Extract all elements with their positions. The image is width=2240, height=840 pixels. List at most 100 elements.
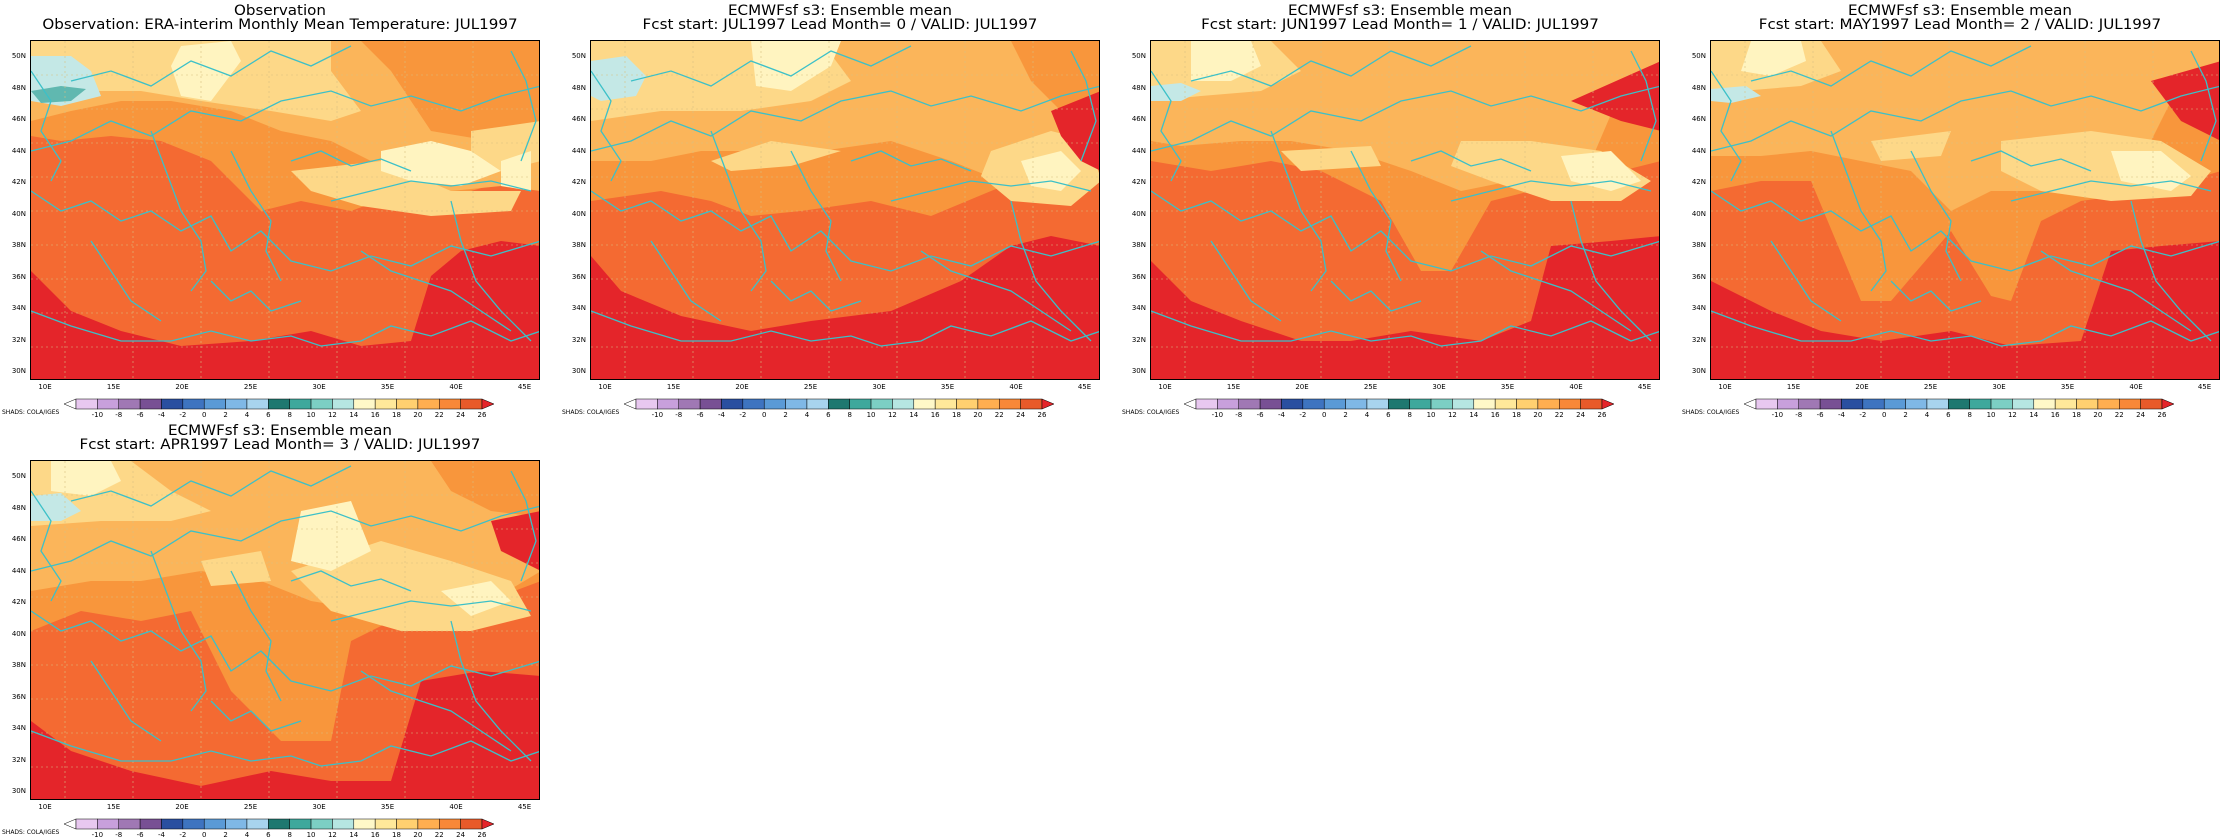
lat-label: 48N <box>1691 83 1706 92</box>
colorbar-label: 4 <box>804 411 810 419</box>
colorbar-swatch <box>439 818 461 830</box>
lat-label: 48N <box>11 83 26 92</box>
colorbar-swatch <box>1537 398 1560 410</box>
colorbar-label: 18 <box>1512 411 1521 419</box>
lat-label: 40N <box>571 209 586 218</box>
coastline <box>1070 50 1097 162</box>
colorbar-swatch <box>75 398 98 410</box>
colorbar-label: -6 <box>136 831 144 839</box>
colorbar-swatch <box>396 818 419 830</box>
colorbar-swatch <box>849 398 872 410</box>
colorbar-swatch <box>2076 398 2099 410</box>
colorbar-swatch <box>1744 398 1757 410</box>
shades-credit: SHADS: COLA/IGES <box>1122 409 1180 416</box>
colorbar-swatch <box>139 398 162 410</box>
lat-label: 38N <box>1131 241 1146 249</box>
colorbar-label: -4 <box>1277 411 1285 419</box>
colorbar-label: 24 <box>1576 411 1586 419</box>
colorbar-label: 8 <box>847 411 852 419</box>
coastline <box>1410 150 1532 172</box>
coastline <box>1711 70 1742 182</box>
lat-label: 30N <box>1131 367 1146 375</box>
coastline <box>31 490 62 602</box>
colorbar-swatch <box>1862 398 1885 410</box>
colorbar-swatch <box>1926 398 1949 410</box>
temperature-contour <box>1571 61 1659 131</box>
lat-label: 46N <box>11 115 26 123</box>
coastline <box>650 240 722 322</box>
panel-subtitle: Fcst start: APR1997 Lead Month= 3 / VALI… <box>79 437 481 453</box>
lat-label: 40N <box>11 629 26 638</box>
coastline <box>770 280 862 312</box>
lat-label: 50N <box>1691 52 1706 60</box>
colorbar-label: 22 <box>434 831 444 839</box>
temperature-map <box>590 40 1100 380</box>
map-panel: Observation Observation: ERA-interim Mont… <box>0 0 560 420</box>
colorbar-swatch <box>1580 398 1603 410</box>
lat-label: 36N <box>571 272 586 281</box>
colorbar-swatch <box>97 398 119 410</box>
colorbar-label: 4 <box>1364 411 1370 419</box>
colorbar-label: -10 <box>1771 411 1784 419</box>
lat-label: 50N <box>11 472 26 480</box>
colorbar-swatch <box>1195 398 1218 410</box>
colorbar-label: 24 <box>456 831 466 839</box>
colorbar-label: 12 <box>327 411 337 419</box>
colorbar-swatch <box>956 398 979 410</box>
lon-label: 45E <box>517 803 532 811</box>
colorbar-label: 20 <box>2093 411 2103 419</box>
lon-label: 15E <box>106 803 121 811</box>
coastline <box>210 700 302 732</box>
lon-label: 45E <box>2197 383 2212 391</box>
colorbar-label: -6 <box>1256 411 1264 419</box>
colorbar-swatch <box>97 818 119 830</box>
lat-label: 50N <box>571 52 586 60</box>
colorbar-label: 16 <box>370 831 380 839</box>
lat-label: 30N <box>11 787 26 795</box>
temperature-contour <box>171 41 531 191</box>
coastline <box>510 470 537 582</box>
lon-label: 20E <box>175 383 189 391</box>
lat-label: 36N <box>11 692 26 701</box>
colorbar-swatch <box>2161 398 2174 410</box>
colorbar-swatch <box>934 398 957 410</box>
lat-label: 36N <box>1131 272 1146 281</box>
colorbar-label: 20 <box>413 411 423 419</box>
coastline <box>591 70 622 182</box>
colorbar-label: -8 <box>115 831 123 839</box>
colorbar-label: 24 <box>2136 411 2146 419</box>
lat-label: 30N <box>571 367 586 375</box>
colorbar-swatch <box>1990 398 2013 410</box>
colorbar-swatch <box>892 398 915 410</box>
coastline <box>1151 310 1659 347</box>
colorbar-swatch <box>417 818 440 830</box>
shades-credit: SHADS: COLA/IGES <box>562 409 620 416</box>
lon-label: 15E <box>666 383 681 391</box>
temperature-contour <box>1151 41 1651 201</box>
colorbar-label: 2 <box>783 411 788 419</box>
coastline <box>2190 50 2217 162</box>
coastline <box>1750 45 2032 87</box>
temperature-map <box>30 40 540 380</box>
coastline <box>31 85 539 152</box>
colorbar-swatch <box>699 398 722 410</box>
coastline <box>1770 240 1842 322</box>
lat-label: 50N <box>11 52 26 60</box>
coastline <box>450 200 532 342</box>
coastline <box>1711 310 2219 347</box>
colorbar-swatch <box>785 398 808 410</box>
colorbar-swatch <box>2054 398 2077 410</box>
colorbar-swatch <box>1905 398 1928 410</box>
coastline <box>31 70 62 182</box>
colorbar-label: 10 <box>1426 411 1436 419</box>
coastline <box>1570 200 1652 342</box>
colorbar-swatch <box>64 818 77 830</box>
colorbar-label: -4 <box>717 411 725 419</box>
coastline <box>90 660 162 742</box>
colorbar-swatch <box>353 398 376 410</box>
colorbar-label: 2 <box>223 831 228 839</box>
colorbar-label: -8 <box>1235 411 1243 419</box>
colorbar-label: 0 <box>201 411 207 419</box>
colorbar-swatch <box>417 398 440 410</box>
colorbar-swatch <box>1217 398 1239 410</box>
